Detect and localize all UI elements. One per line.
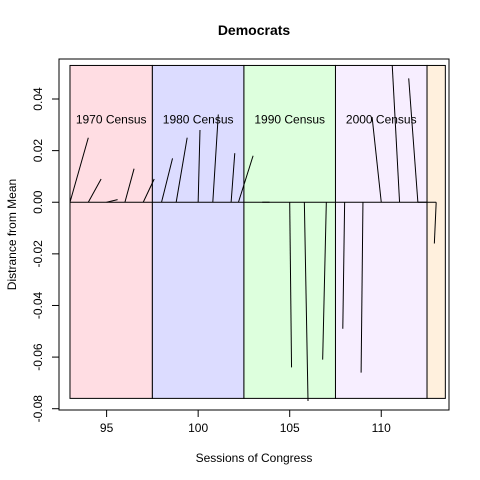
census-label: 1970 Census xyxy=(76,113,147,127)
x-axis: 95 100 105 110 xyxy=(100,409,391,435)
deviation-segment xyxy=(391,65,401,203)
census-band xyxy=(69,64,153,399)
deviation-segment xyxy=(175,137,188,203)
deviation-segment xyxy=(322,202,327,360)
census-label: 1980 Census xyxy=(163,113,234,127)
x-tick-label: 105 xyxy=(280,421,300,435)
census-label: 1990 Census xyxy=(254,113,325,127)
x-axis-label: Sessions of Congress xyxy=(196,451,313,465)
deviation-segments xyxy=(69,65,437,401)
deviation-segment xyxy=(87,178,102,203)
deviation-segment xyxy=(408,78,419,203)
census-band xyxy=(426,64,446,399)
chart-title: Democrats xyxy=(218,22,291,38)
deviation-segment xyxy=(124,168,135,203)
y-tick-label: -0.02 xyxy=(31,240,45,268)
deviation-segment xyxy=(371,117,382,203)
y-axis-label: Distrance from Mean xyxy=(5,179,19,290)
census-band xyxy=(151,64,245,399)
y-tick-label: 0.02 xyxy=(31,139,45,163)
x-tick-label: 110 xyxy=(372,421,391,435)
deviation-segment xyxy=(360,202,364,373)
census-label: 2000 Census xyxy=(346,113,417,127)
y-tick-label: 0.00 xyxy=(31,190,45,214)
x-tick-label: 95 xyxy=(100,421,114,435)
deviation-segment xyxy=(212,114,219,203)
deviation-segment xyxy=(289,202,293,368)
x-tick-label: 100 xyxy=(188,421,208,435)
deviation-segment xyxy=(69,137,89,203)
y-tick-label: 0.04 xyxy=(31,87,45,111)
deviation-segment xyxy=(197,129,201,203)
y-tick-label: -0.06 xyxy=(31,343,45,371)
deviation-segment xyxy=(106,199,118,203)
deviation-segment xyxy=(303,202,309,401)
y-tick-label: -0.08 xyxy=(31,395,45,423)
deviation-segment xyxy=(142,178,155,203)
y-tick-label: -0.04 xyxy=(31,291,45,319)
census-labels: 1970 Census 1980 Census 1990 Census 2000 Ce… xyxy=(76,113,417,127)
y-axis: -0.08 -0.06 -0.04 -0.02 0.00 0.02 0.04 xyxy=(31,87,60,423)
deviation-segment xyxy=(342,202,346,329)
deviation-segment xyxy=(161,158,174,203)
deviation-segment xyxy=(230,153,236,203)
deviation-segment xyxy=(433,202,437,244)
deviation-segment xyxy=(237,155,254,203)
